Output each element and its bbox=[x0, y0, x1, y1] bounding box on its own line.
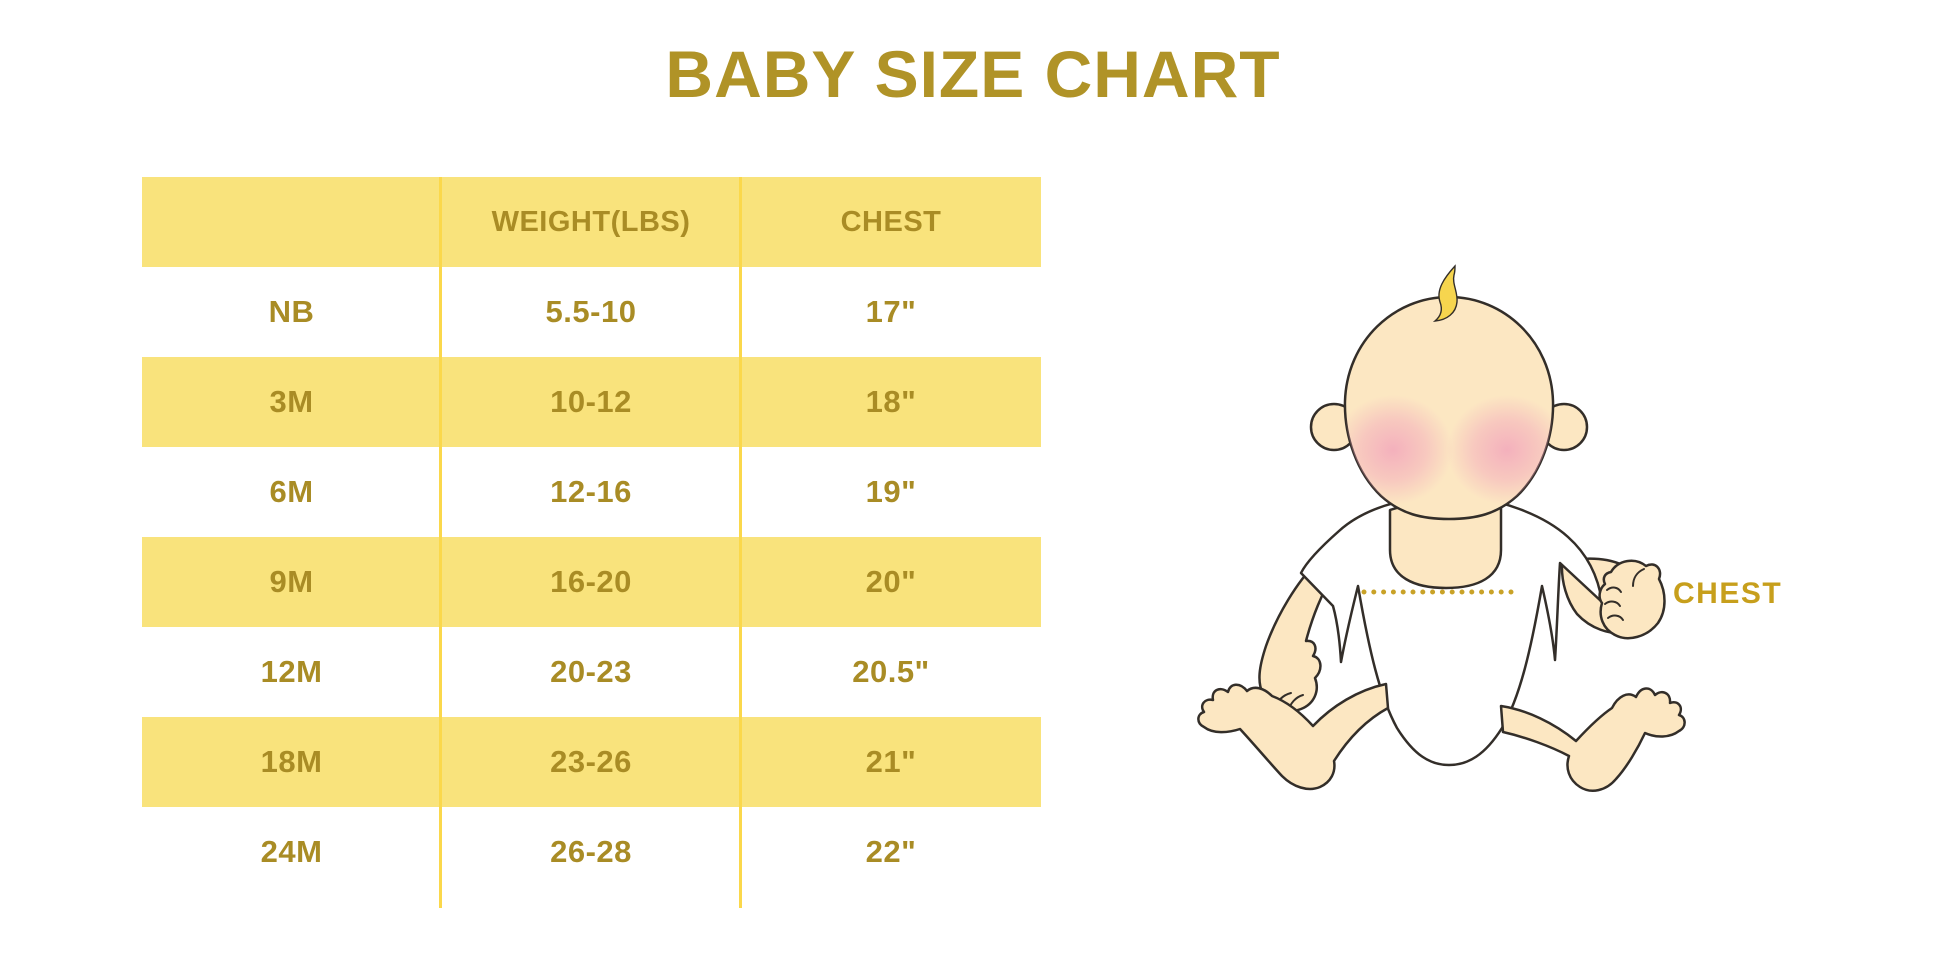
baby-left-blush bbox=[1344, 395, 1453, 505]
chest-cell: 18" bbox=[865, 384, 917, 419]
weight-cell: 5.5-10 bbox=[545, 294, 637, 329]
size-cell: 3M bbox=[269, 384, 314, 419]
size-cell: 9M bbox=[269, 564, 314, 599]
baby-right-blush bbox=[1447, 395, 1554, 505]
weight-cell: 20-23 bbox=[550, 654, 632, 689]
column-divider bbox=[739, 177, 742, 908]
table-row: 12M 20-23 20.5" bbox=[142, 627, 1041, 717]
header-size bbox=[142, 177, 441, 267]
weight-cell: 10-12 bbox=[550, 384, 632, 419]
chest-cell: 17" bbox=[865, 294, 917, 329]
baby-hair-curl bbox=[1432, 264, 1458, 322]
header-chest: CHEST bbox=[840, 205, 942, 238]
table-row: 18M 23-26 21" bbox=[142, 717, 1041, 807]
chest-cell: 20" bbox=[865, 564, 917, 599]
baby-fist-lines bbox=[1604, 568, 1645, 621]
size-cell: 24M bbox=[260, 834, 323, 869]
baby-illustration: CHEST bbox=[1150, 220, 1800, 820]
size-cell: 6M bbox=[269, 474, 314, 509]
baby-left-leg bbox=[1197, 682, 1390, 791]
weight-cell: 26-28 bbox=[550, 834, 632, 869]
table-row: 3M 10-12 18" bbox=[142, 357, 1041, 447]
baby-fist bbox=[1598, 559, 1666, 640]
table-row: 9M 16-20 20" bbox=[142, 537, 1041, 627]
table-row: NB 5.5-10 17" bbox=[142, 267, 1041, 357]
size-cell: 18M bbox=[260, 744, 323, 779]
size-cell: 12M bbox=[260, 654, 323, 689]
chest-cell: 22" bbox=[865, 834, 917, 869]
weight-cell: 23-26 bbox=[550, 744, 632, 779]
baby-right-leg bbox=[1499, 687, 1686, 792]
weight-cell: 16-20 bbox=[550, 564, 632, 599]
chest-label: CHEST bbox=[1673, 577, 1782, 610]
size-cell: NB bbox=[268, 294, 315, 329]
chest-cell: 20.5" bbox=[852, 654, 930, 689]
table-row: 6M 12-16 19" bbox=[142, 447, 1041, 537]
chest-cell: 19" bbox=[865, 474, 917, 509]
baby-size-table: WEIGHT(LBS) CHEST NB 5.5-10 17" 3M 10-12… bbox=[142, 177, 1041, 908]
table-header-row: WEIGHT(LBS) CHEST bbox=[142, 177, 1041, 267]
table-row: 24M 26-28 22" bbox=[142, 807, 1041, 897]
weight-cell: 12-16 bbox=[550, 474, 632, 509]
header-weight: WEIGHT(LBS) bbox=[491, 205, 691, 238]
page-title: BABY SIZE CHART bbox=[665, 37, 1281, 111]
column-divider bbox=[439, 177, 442, 908]
chest-cell: 21" bbox=[865, 744, 917, 779]
